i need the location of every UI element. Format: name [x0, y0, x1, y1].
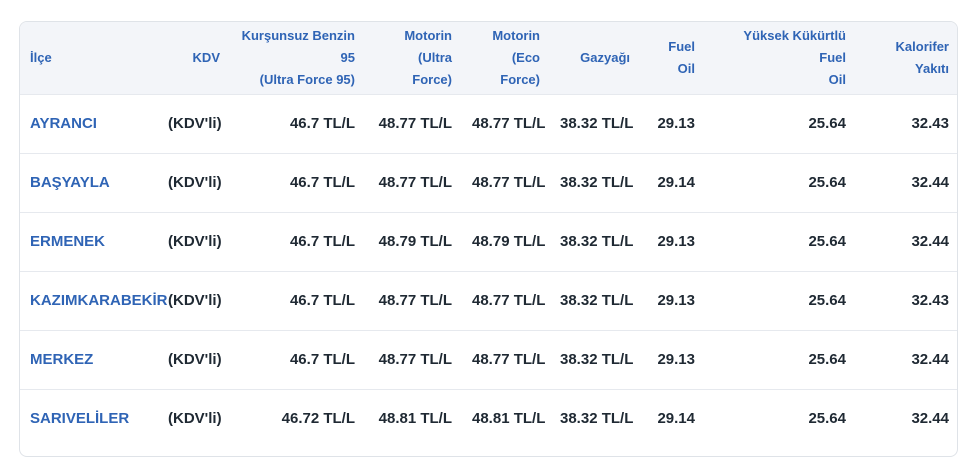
cell-kdv: (KDV'li) — [168, 351, 222, 368]
cell-kalorifer: 32.43 — [911, 292, 949, 309]
header-gazyagi: Gazyağı — [580, 49, 630, 65]
cell-fuel-oil: 29.13 — [657, 233, 695, 250]
cell-district[interactable]: AYRANCI — [30, 115, 97, 132]
cell-motorin-eco: 48.77 TL/L — [472, 292, 546, 309]
cell-district[interactable]: MERKEZ — [30, 351, 94, 368]
cell-benzin: 46.7 TL/L — [289, 351, 355, 368]
header-yuksek-kukurtlu: Yüksek Kükürtlü Fuel Oil — [743, 27, 846, 87]
cell-district[interactable]: ERMENEK — [30, 233, 106, 250]
cell-kdv: (KDV'li) — [168, 233, 222, 250]
table-row: MERKEZ (KDV'li) 46.7 TL/L 48.77 TL/L 48.… — [20, 330, 957, 389]
cell-motorin-ultra: 48.81 TL/L — [378, 410, 452, 428]
cell-district[interactable]: SARIVELİLER — [30, 410, 130, 428]
cell-motorin-eco: 48.77 TL/L — [472, 351, 546, 368]
header-kalorifer: Kalorifer Yakıtı — [895, 38, 949, 76]
table-row: BAŞYAYLA (KDV'li) 46.7 TL/L 48.77 TL/L 4… — [20, 153, 957, 212]
cell-benzin: 46.7 TL/L — [289, 174, 355, 191]
cell-yuksek-kukurtlu: 25.64 — [808, 292, 846, 309]
cell-motorin-ultra: 48.77 TL/L — [378, 115, 452, 132]
cell-yuksek-kukurtlu: 25.64 — [808, 233, 846, 250]
cell-kdv: (KDV'li) — [168, 410, 222, 428]
cell-kdv: (KDV'li) — [168, 115, 222, 132]
cell-yuksek-kukurtlu: 25.64 — [808, 174, 846, 191]
table-row: SARIVELİLER (KDV'li) 46.72 TL/L 48.81 TL… — [20, 389, 957, 448]
cell-gazyagi: 38.32 TL/L — [560, 115, 634, 132]
table-row: ERMENEK (KDV'li) 46.7 TL/L 48.79 TL/L 48… — [20, 212, 957, 271]
header-benzin: Kurşunsuz Benzin 95 (Ultra Force 95) — [241, 27, 355, 87]
cell-fuel-oil: 29.13 — [657, 351, 695, 368]
cell-kalorifer: 32.44 — [911, 351, 949, 368]
cell-benzin: 46.72 TL/L — [281, 410, 355, 428]
header-district: İlçe — [30, 49, 52, 65]
fuel-price-table-card: İlçe KDV Kurşunsuz Benzin 95 (Ultra Forc… — [19, 21, 958, 457]
header-kdv: KDV — [192, 49, 220, 65]
cell-motorin-ultra: 48.79 TL/L — [378, 233, 452, 250]
cell-gazyagi: 38.32 TL/L — [560, 174, 634, 191]
cell-motorin-ultra: 48.77 TL/L — [378, 292, 452, 309]
cell-motorin-ultra: 48.77 TL/L — [378, 174, 452, 191]
cell-kdv: (KDV'li) — [168, 174, 222, 191]
cell-fuel-oil: 29.14 — [657, 410, 695, 428]
header-fuel-oil: Fuel Oil — [668, 38, 695, 76]
cell-benzin: 46.7 TL/L — [289, 233, 355, 250]
table-header-row: İlçe KDV Kurşunsuz Benzin 95 (Ultra Forc… — [20, 22, 957, 94]
cell-motorin-eco: 48.79 TL/L — [472, 233, 546, 250]
cell-motorin-ultra: 48.77 TL/L — [378, 351, 452, 368]
cell-kalorifer: 32.44 — [911, 174, 949, 191]
cell-kalorifer: 32.43 — [911, 115, 949, 132]
cell-district[interactable]: KAZIMKARABEKİR — [30, 292, 168, 309]
cell-fuel-oil: 29.14 — [657, 174, 695, 191]
cell-yuksek-kukurtlu: 25.64 — [808, 351, 846, 368]
cell-gazyagi: 38.32 TL/L — [560, 292, 634, 309]
cell-fuel-oil: 29.13 — [657, 115, 695, 132]
cell-kdv: (KDV'li) — [168, 292, 222, 309]
cell-kalorifer: 32.44 — [911, 410, 949, 428]
cell-district[interactable]: BAŞYAYLA — [30, 174, 110, 191]
header-motorin-eco: Motorin (Eco Force) — [492, 27, 540, 87]
cell-motorin-eco: 48.77 TL/L — [472, 174, 546, 191]
cell-benzin: 46.7 TL/L — [289, 292, 355, 309]
cell-motorin-eco: 48.77 TL/L — [472, 115, 546, 132]
cell-fuel-oil: 29.13 — [657, 292, 695, 309]
cell-yuksek-kukurtlu: 25.64 — [808, 115, 846, 132]
table-row: AYRANCI (KDV'li) 46.7 TL/L 48.77 TL/L 48… — [20, 94, 957, 153]
cell-benzin: 46.7 TL/L — [289, 115, 355, 132]
cell-motorin-eco: 48.81 TL/L — [472, 410, 546, 428]
cell-kalorifer: 32.44 — [911, 233, 949, 250]
cell-gazyagi: 38.32 TL/L — [560, 233, 634, 250]
cell-yuksek-kukurtlu: 25.64 — [808, 410, 846, 428]
cell-gazyagi: 38.32 TL/L — [560, 410, 634, 428]
header-motorin-ultra: Motorin (Ultra Force) — [404, 27, 452, 87]
cell-gazyagi: 38.32 TL/L — [560, 351, 634, 368]
fuel-price-table: İlçe KDV Kurşunsuz Benzin 95 (Ultra Forc… — [20, 22, 957, 448]
table-row: KAZIMKARABEKİR (KDV'li) 46.7 TL/L 48.77 … — [20, 271, 957, 330]
